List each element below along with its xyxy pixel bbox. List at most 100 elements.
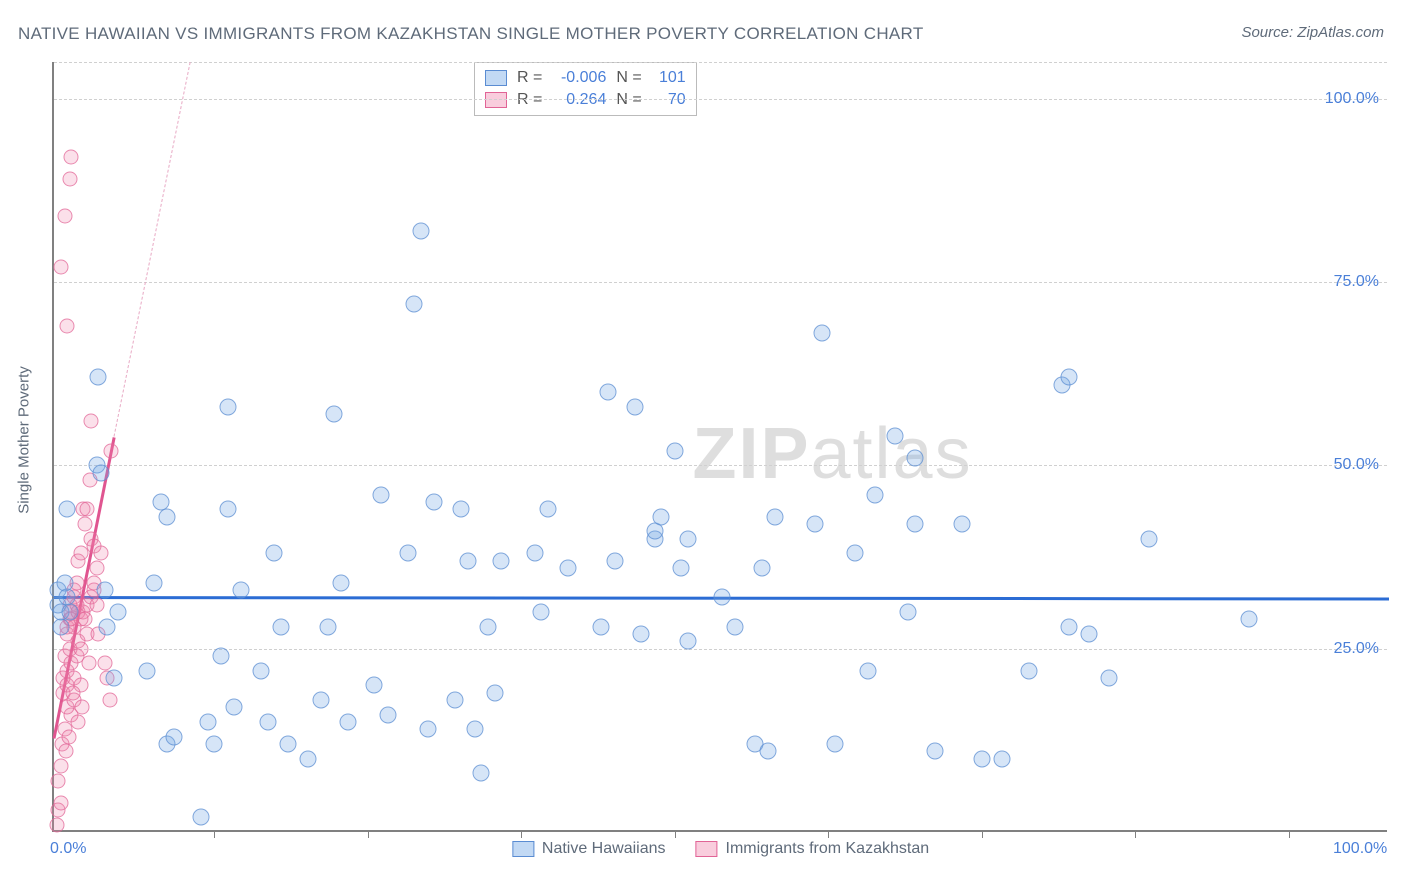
scatter-point-blue (813, 325, 830, 342)
watermark-bold: ZIP (692, 414, 810, 494)
scatter-point-blue (473, 765, 490, 782)
trendline (114, 62, 191, 436)
scatter-point-blue (379, 706, 396, 723)
x-tick-mark (982, 830, 983, 838)
scatter-point-blue (806, 516, 823, 533)
scatter-point-blue (219, 398, 236, 415)
scatter-point-blue (1140, 530, 1157, 547)
x-tick-mark (521, 830, 522, 838)
stats-row: R = -0.006 N = 101 (485, 67, 686, 89)
scatter-point-blue (459, 552, 476, 569)
scatter-point-blue (279, 736, 296, 753)
scatter-point-pink (53, 260, 68, 275)
scatter-point-pink (77, 517, 92, 532)
y-tick-label: 100.0% (1325, 90, 1379, 108)
scatter-point-blue (753, 560, 770, 577)
scatter-point-blue (766, 508, 783, 525)
scatter-point-blue (626, 398, 643, 415)
scatter-point-blue (199, 714, 216, 731)
gridline (54, 649, 1387, 650)
scatter-point-blue (426, 494, 443, 511)
scatter-point-pink (75, 700, 90, 715)
scatter-point-pink (81, 656, 96, 671)
scatter-point-blue (653, 508, 670, 525)
legend-swatch-pink (695, 841, 717, 857)
plot-area: ZIPatlas R = -0.006 N = 101 R = 0.264 N … (52, 62, 1387, 832)
scatter-point-blue (446, 692, 463, 709)
legend-label: Native Hawaiians (542, 840, 666, 858)
stat-r-value: 0.264 (552, 91, 606, 109)
scatter-point-blue (993, 750, 1010, 767)
scatter-point-pink (89, 597, 104, 612)
scatter-point-pink (65, 685, 80, 700)
scatter-point-blue (453, 501, 470, 518)
x-tick-mark (675, 830, 676, 838)
scatter-point-blue (206, 736, 223, 753)
scatter-point-pink (84, 414, 99, 429)
stat-r-value: -0.006 (552, 69, 606, 87)
chart-title: NATIVE HAWAIIAN VS IMMIGRANTS FROM KAZAK… (18, 24, 924, 44)
legend-swatch-pink (485, 92, 507, 108)
scatter-point-pink (53, 759, 68, 774)
y-tick-label: 75.0% (1334, 273, 1379, 291)
x-tick-mark (1135, 830, 1136, 838)
stat-n-value: 70 (652, 91, 686, 109)
scatter-point-pink (71, 715, 86, 730)
gridline (54, 99, 1387, 100)
stats-row: R = 0.264 N = 70 (485, 89, 686, 111)
scatter-point-blue (927, 743, 944, 760)
stat-r-label: R = (517, 69, 542, 87)
scatter-point-blue (646, 523, 663, 540)
scatter-point-blue (887, 428, 904, 445)
scatter-point-pink (64, 150, 79, 165)
stats-legend-box: R = -0.006 N = 101 R = 0.264 N = 70 (474, 62, 697, 116)
scatter-point-blue (219, 501, 236, 518)
scatter-point-pink (59, 744, 74, 759)
scatter-point-blue (146, 574, 163, 591)
scatter-point-pink (49, 817, 64, 832)
scatter-point-pink (61, 729, 76, 744)
x-tick-mark (368, 830, 369, 838)
scatter-point-blue (680, 633, 697, 650)
scatter-point-blue (493, 552, 510, 569)
legend-item: Immigrants from Kazakhstan (695, 840, 929, 858)
scatter-point-blue (92, 464, 109, 481)
stat-r-label: R = (517, 91, 542, 109)
scatter-point-blue (106, 670, 123, 687)
scatter-point-blue (299, 750, 316, 767)
x-tick-label: 100.0% (1333, 840, 1387, 858)
watermark-rest: atlas (811, 414, 973, 494)
scatter-point-blue (466, 721, 483, 738)
scatter-point-blue (59, 501, 76, 518)
source-attribution: Source: ZipAtlas.com (1241, 24, 1384, 41)
y-tick-label: 50.0% (1334, 456, 1379, 474)
x-tick-mark (828, 830, 829, 838)
scatter-point-blue (406, 296, 423, 313)
scatter-point-blue (953, 516, 970, 533)
scatter-point-blue (1060, 369, 1077, 386)
scatter-point-blue (192, 809, 209, 826)
scatter-point-blue (726, 618, 743, 635)
bottom-legend: Native Hawaiians Immigrants from Kazakhs… (512, 840, 929, 858)
gridline (54, 282, 1387, 283)
scatter-point-blue (333, 574, 350, 591)
scatter-point-blue (1240, 611, 1257, 628)
scatter-point-blue (52, 618, 69, 635)
scatter-point-blue (606, 552, 623, 569)
scatter-point-blue (713, 589, 730, 606)
scatter-point-blue (313, 692, 330, 709)
scatter-point-pink (89, 561, 104, 576)
scatter-point-pink (60, 319, 75, 334)
scatter-point-blue (226, 699, 243, 716)
scatter-point-blue (319, 618, 336, 635)
scatter-point-blue (272, 618, 289, 635)
scatter-point-blue (526, 545, 543, 562)
y-axis-label: Single Mother Poverty (16, 366, 33, 514)
scatter-point-blue (973, 750, 990, 767)
scatter-point-pink (77, 612, 92, 627)
scatter-point-pink (104, 443, 119, 458)
scatter-point-blue (633, 626, 650, 643)
scatter-point-blue (373, 486, 390, 503)
scatter-point-blue (860, 662, 877, 679)
gridline (54, 465, 1387, 466)
